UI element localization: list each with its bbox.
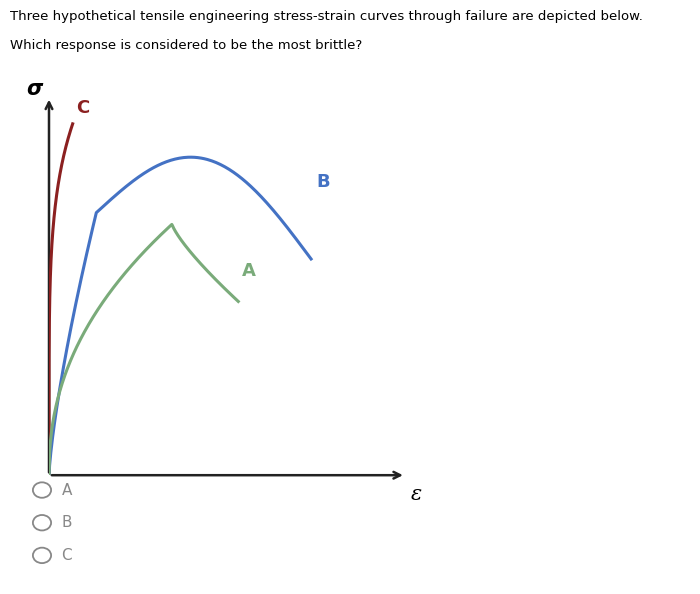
Text: Which response is considered to be the most brittle?: Which response is considered to be the m… — [10, 39, 363, 52]
Text: C: C — [76, 99, 90, 118]
Text: A: A — [62, 482, 72, 498]
Text: B: B — [62, 515, 72, 530]
Text: C: C — [62, 548, 72, 563]
Text: A: A — [242, 261, 256, 280]
Text: ε: ε — [411, 485, 422, 504]
Text: σ: σ — [27, 79, 43, 99]
Text: B: B — [316, 173, 330, 191]
Text: Three hypothetical tensile engineering stress-strain curves through failure are : Three hypothetical tensile engineering s… — [10, 10, 643, 23]
